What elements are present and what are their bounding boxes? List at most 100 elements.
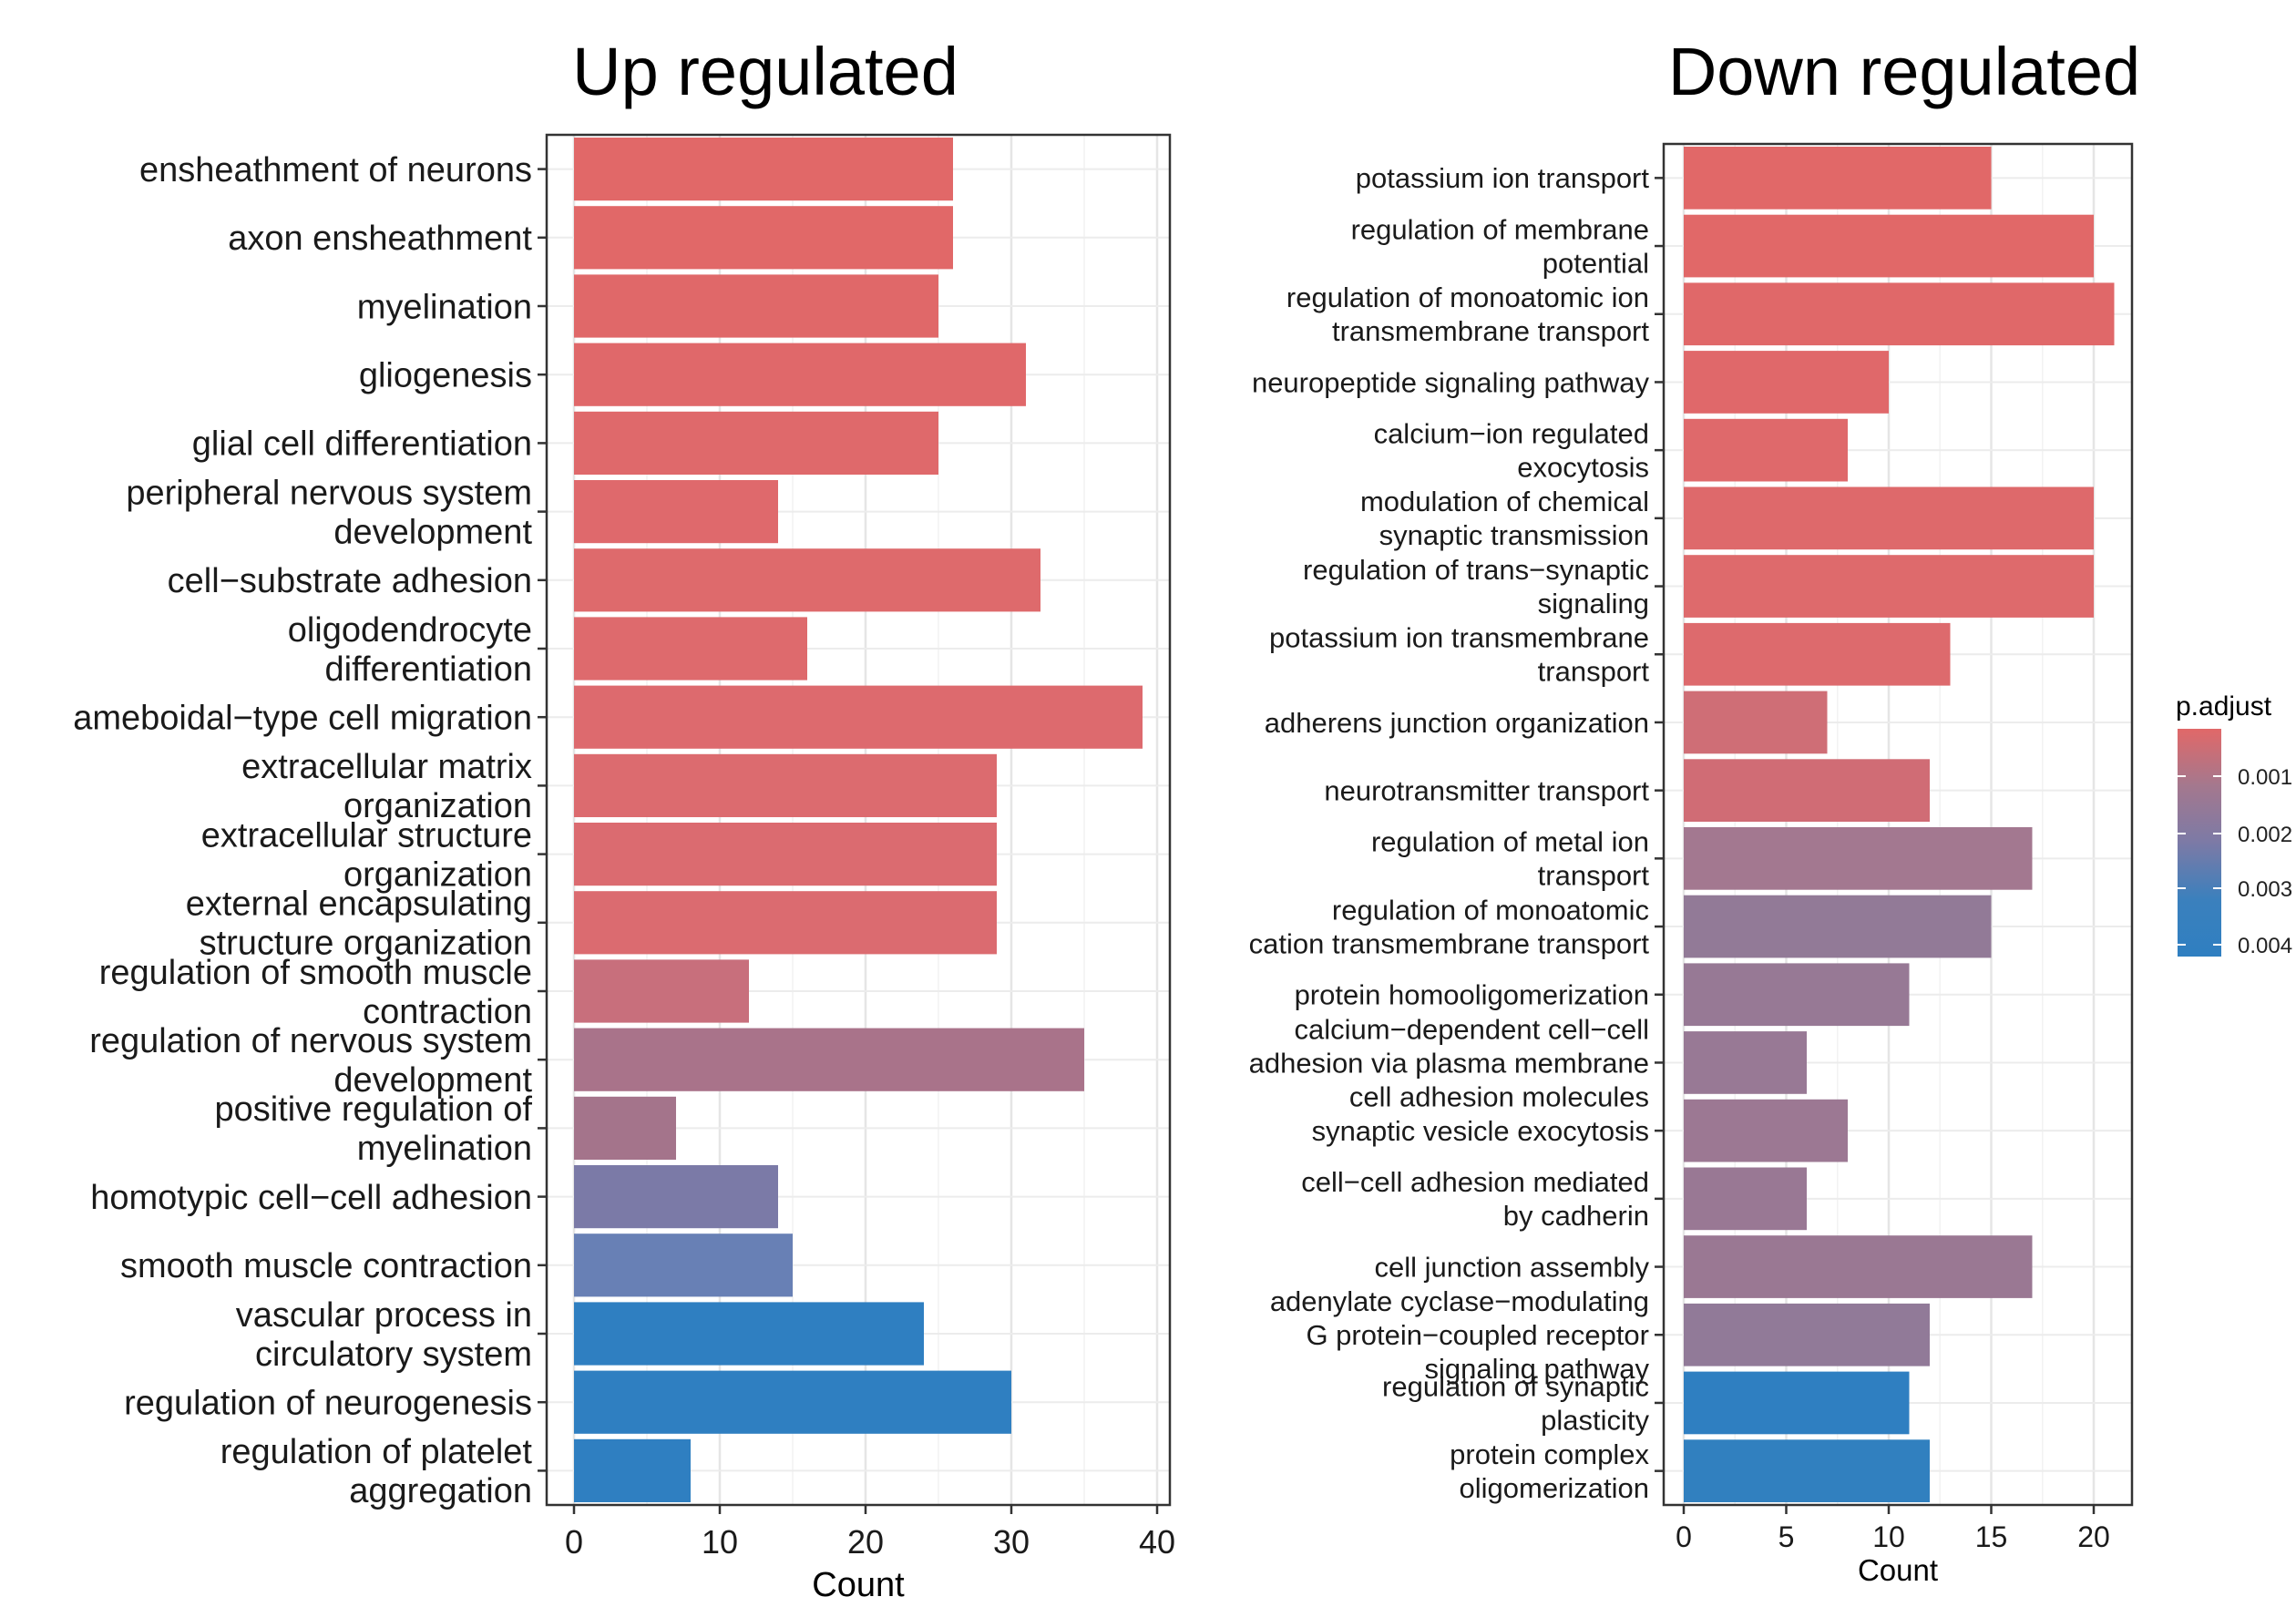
down-category-label: cell junction assembly [1374,1251,1649,1283]
up-category-label: extracellular structure organization [201,816,532,894]
down-bar [1684,418,1848,482]
up-bar [574,823,997,886]
p-adjust-legend: p.adjust 0.001 0.002 0.003 0.004 [2176,691,2292,958]
up-category-label: ensheathment of neurons [139,151,532,189]
up-category-label: cell−substrate adhesion [168,562,532,600]
up-plot-border [545,133,1172,1507]
up-x-axis-title: Count [812,1566,905,1604]
up-category-label: regulation of smooth muscle contraction [99,954,532,1031]
up-category-label: regulation of neurogenesis [124,1385,532,1423]
up-x-tick-label: 40 [1139,1523,1175,1561]
up-category-label: regulation of nervous system development [89,1022,532,1100]
down-category-label: modulation of chemical synaptic transmiss… [1360,486,1649,551]
up-bar [574,206,953,270]
up-category-label: smooth muscle contraction [120,1247,532,1285]
down-category-label: adenylate cyclase−modulating G protein−co… [1270,1285,1650,1385]
up-bar [574,1096,676,1160]
legend-colorbar [2178,729,2221,957]
down-regulated-panel: potassium ion transport regulation of mem… [1249,142,2134,1587]
down-bar [1684,1439,1930,1502]
up-panel-title: Up regulated [572,34,958,109]
down-x-axis-title: Count [1858,1553,1938,1587]
down-category-label: regulation of metal ion transport [1371,826,1649,892]
up-category-label: vascular process in circulatory system [236,1296,532,1374]
up-plot-background [547,135,1170,1505]
down-category-label: regulation of synaptic plasticity [1382,1370,1649,1436]
down-x-tick-label: 5 [1778,1520,1795,1553]
down-bar [1684,1303,1930,1366]
down-x-tick-label: 20 [2077,1520,2110,1553]
down-category-label: neurotransmitter transport [1324,775,1649,807]
down-category-label: protein homooligomerization [1295,979,1649,1011]
legend-tick-label: 0.002 [2238,823,2292,847]
up-category-label: regulation of platelet aggregation [220,1433,533,1510]
up-bar [574,411,938,475]
down-bar [1684,759,1930,822]
up-bar [574,138,953,201]
down-category-label: regulation of monoatomic ion transmembran… [1286,281,1649,347]
down-bar [1684,486,2094,550]
down-bar [1684,555,2094,618]
down-bar [1684,1235,2033,1298]
up-x-tick-label: 20 [847,1523,884,1561]
up-category-label: axon ensheathment [228,220,532,258]
down-category-label: regulation of trans−synaptic signaling [1303,554,1649,619]
down-plot-background [1664,144,2132,1505]
up-bar [574,1165,778,1229]
down-category-label: neuropeptide signaling pathway [1252,366,1650,398]
down-x-tick-label: 15 [1975,1520,2008,1553]
up-bar [574,1302,924,1366]
up-category-label: glial cell differentiation [192,425,532,464]
down-x-tick-label: 0 [1676,1520,1692,1553]
down-bar [1684,827,2033,890]
down-category-label: protein complex oligomerization [1450,1438,1649,1504]
up-x-tick-label: 10 [702,1523,738,1561]
up-bar [574,274,938,338]
up-category-label: oligodendrocyte differentiation [288,611,532,689]
down-plot-border [1662,142,2134,1507]
down-category-label: potassium ion transmembrane transport [1269,622,1649,688]
up-category-label: extracellular matrix organization [241,748,532,825]
up-bar [574,1233,793,1297]
legend-tick-label: 0.003 [2238,877,2292,902]
legend-title: p.adjust [2176,691,2272,722]
down-bar [1684,1031,1807,1094]
down-category-label: calcium−ion regulated exocytosis [1374,418,1649,484]
down-bar [1684,1167,1807,1231]
up-bar [574,959,749,1023]
legend-tick-label: 0.004 [2238,934,2292,958]
up-bar [574,753,997,817]
down-bar [1684,147,1992,210]
down-bar [1684,895,1992,958]
down-bar [1684,1099,1848,1162]
up-bar [574,1438,691,1502]
up-bar [574,1028,1084,1091]
up-x-tick-label: 30 [993,1523,1030,1561]
down-category-label: adherens junction organization [1265,707,1649,739]
up-x-tick-label: 0 [565,1523,583,1561]
down-category-label: regulation of monoatomic cation transmemb… [1249,894,1650,959]
up-bar [574,617,807,681]
down-category-label: potassium ion transport [1356,162,1650,194]
up-bar [574,343,1026,406]
down-category-label: regulation of membrane potential [1351,213,1649,279]
up-category-label: peripheral nervous system development [126,474,532,551]
up-category-label: ameboidal−type cell migration [73,700,532,738]
down-bar [1684,1371,1910,1435]
legend-tick-label: 0.001 [2238,765,2292,790]
down-panel-title: Down regulated [1667,34,2141,109]
up-category-label: myelination [357,288,532,326]
down-bar [1684,214,2094,278]
up-category-label: homotypic cell−cell adhesion [90,1179,532,1217]
down-x-tick-label: 10 [1872,1520,1905,1553]
down-category-label: synaptic vesicle exocytosis [1312,1115,1649,1147]
up-category-label: external encapsulating structure organiza… [186,885,532,963]
up-bar [574,480,778,544]
down-bar [1684,963,1910,1027]
down-bar [1684,622,1951,686]
down-bar [1684,282,2115,346]
down-bar [1684,691,1828,754]
down-bar [1684,351,1889,414]
up-bar [574,1370,1011,1434]
